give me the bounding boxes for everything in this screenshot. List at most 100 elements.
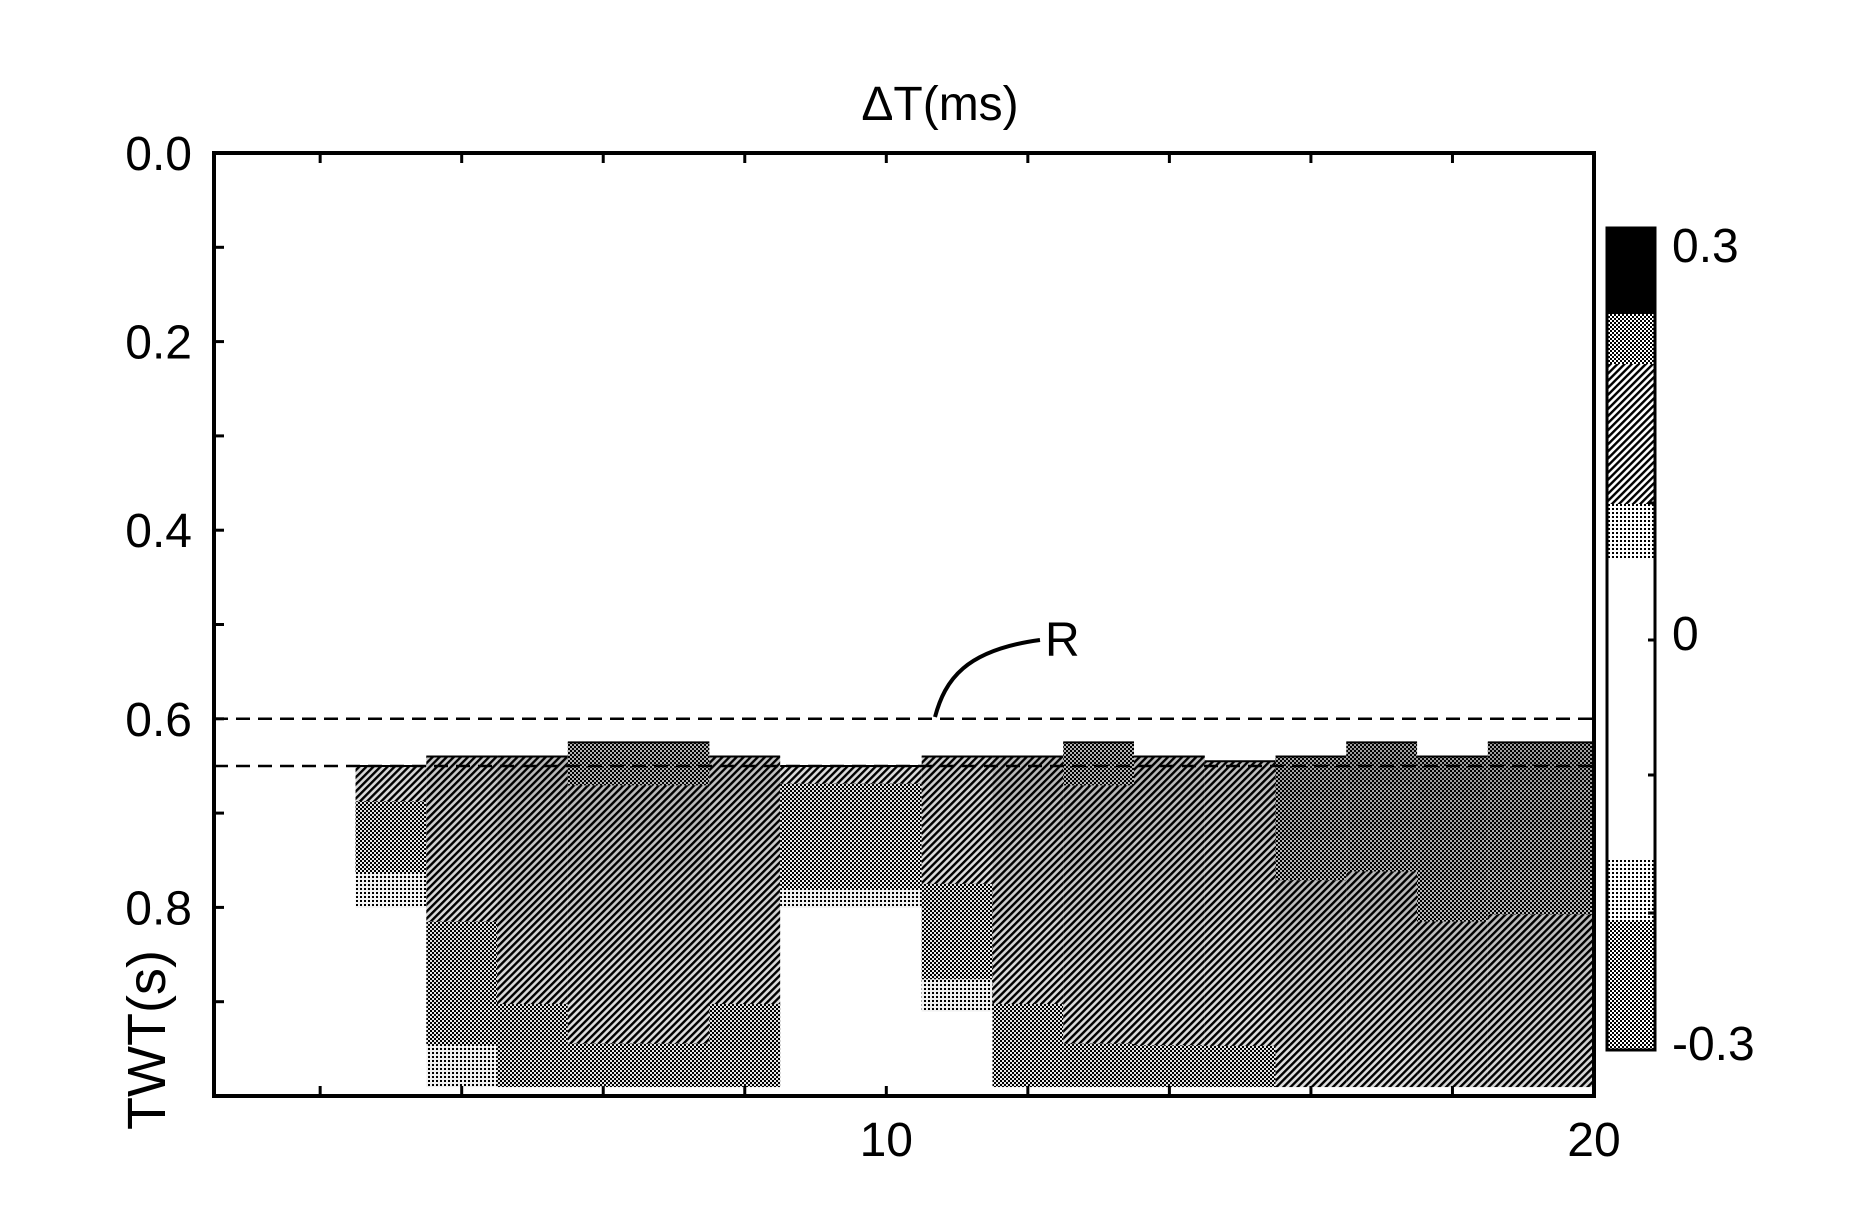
heatmap-cell-shade bbox=[497, 757, 568, 799]
heatmap-cell-shade bbox=[992, 963, 1063, 1005]
heatmap-cell-shade bbox=[922, 788, 993, 820]
heatmap-cell-shade bbox=[356, 890, 427, 908]
heatmap-cell-shade bbox=[992, 1045, 1063, 1087]
heatmap-cell-shade bbox=[1276, 880, 1347, 922]
heatmap-cell-shade bbox=[1346, 1044, 1417, 1088]
heatmap-cell-shade bbox=[1346, 742, 1417, 786]
annotation-leader-line bbox=[935, 640, 1040, 717]
heatmap-cell-shade bbox=[709, 880, 780, 922]
heatmap-cell-shade bbox=[922, 916, 993, 948]
colorbar-check-segment bbox=[1607, 314, 1655, 364]
heatmap-cell-shade bbox=[1205, 883, 1276, 924]
heatmap-cell-shade bbox=[709, 757, 780, 799]
heatmap-cell-shade bbox=[1417, 880, 1488, 922]
heatmap-cell-shade bbox=[1346, 785, 1417, 829]
heatmap-cell-shade bbox=[1063, 957, 1134, 1001]
heatmap-cell-shade bbox=[1346, 957, 1417, 1001]
heatmap-cell-shade bbox=[1063, 828, 1134, 872]
heatmap-cell-shade bbox=[497, 922, 568, 964]
heatmap-cell-shade bbox=[1063, 1044, 1134, 1088]
heatmap-cell-shade bbox=[497, 798, 568, 840]
heatmap-cell-shade bbox=[356, 801, 427, 819]
heatmap-cell-shade bbox=[1063, 742, 1134, 786]
heatmap-column bbox=[1488, 742, 1594, 1087]
heatmap-cell-shade bbox=[1417, 1004, 1488, 1046]
heatmap-cell-shade bbox=[709, 922, 780, 964]
heatmap-cell-shade bbox=[1205, 924, 1276, 965]
heatmap-cell-shade bbox=[356, 854, 427, 872]
heatmap-cell-shade bbox=[568, 871, 710, 915]
heatmap-cell-shade bbox=[780, 766, 922, 784]
colorbar-max-label: 0.3 bbox=[1672, 220, 1739, 273]
heatmap-cell-shade bbox=[1488, 871, 1594, 915]
heatmap-cell-shade bbox=[1063, 871, 1134, 915]
colorbar-min-label: -0.3 bbox=[1672, 1018, 1755, 1071]
heatmap-cell-shade bbox=[568, 785, 710, 829]
heatmap-cell-shade bbox=[1488, 1044, 1594, 1088]
heatmap-cell-shade bbox=[1134, 1004, 1205, 1046]
heatmap-columns bbox=[356, 742, 1594, 1087]
heatmap-cell-shade bbox=[356, 784, 427, 802]
heatmap-column bbox=[497, 757, 568, 1088]
colorbar-white-segment bbox=[1607, 560, 1655, 860]
heatmap-cell-shade bbox=[1488, 957, 1594, 1001]
y-tick-label: 0.0 bbox=[125, 128, 192, 181]
heatmap-cell-shade bbox=[1488, 742, 1594, 786]
x-tick-label: 20 bbox=[1567, 1114, 1620, 1167]
heatmap-cell-shade bbox=[992, 922, 1063, 964]
heatmap-column bbox=[356, 766, 427, 908]
heatmap-cell-shade bbox=[426, 839, 497, 881]
colorbar-dark-segment bbox=[1607, 228, 1655, 314]
heatmap-cell-shade bbox=[1488, 828, 1594, 872]
heatmap-cell-shade bbox=[1063, 914, 1134, 958]
y-tick-label: 0.2 bbox=[125, 317, 192, 370]
heatmap-cell-shade bbox=[568, 742, 710, 786]
heatmap-cell-shade bbox=[1346, 1001, 1417, 1045]
heatmap-cell-shade bbox=[1205, 1046, 1276, 1087]
heatmap-cell-shade bbox=[497, 1045, 568, 1087]
colorbar-mid-label: 0 bbox=[1672, 608, 1699, 661]
heatmap-cell-shade bbox=[1134, 963, 1205, 1005]
heatmap-cell-shade bbox=[1276, 839, 1347, 881]
heatmap-cell-shade bbox=[1205, 802, 1276, 843]
heatmap-cell-shade bbox=[426, 1004, 497, 1046]
heatmap-cell-shade bbox=[1276, 1004, 1347, 1046]
heatmap-cell-shade bbox=[497, 839, 568, 881]
heatmap-cell-shade bbox=[922, 852, 993, 884]
heatmap-cell-shade bbox=[1205, 1005, 1276, 1046]
heatmap-cell-shade bbox=[1488, 1001, 1594, 1045]
heatmap-cell-shade bbox=[780, 819, 922, 837]
heatmap-cell-shade bbox=[568, 828, 710, 872]
heatmap-cell-shade bbox=[1346, 914, 1417, 958]
heatmap-column bbox=[1417, 757, 1488, 1088]
heatmap-cell-shade bbox=[709, 798, 780, 840]
heatmap-cell-shade bbox=[426, 798, 497, 840]
colorbar-dot-segment bbox=[1607, 504, 1655, 560]
heatmap-cell-shade bbox=[780, 801, 922, 819]
heatmap-cell-shade bbox=[780, 784, 922, 802]
heatmap-cell-shade bbox=[780, 890, 922, 908]
heatmap-cell-shade bbox=[1417, 963, 1488, 1005]
heatmap-cell-shade bbox=[1276, 757, 1347, 799]
heatmap-cell-shade bbox=[709, 1045, 780, 1087]
heatmap-cell-shade bbox=[426, 922, 497, 964]
heatmap-cell-shade bbox=[426, 1045, 497, 1087]
heatmap-cell-shade bbox=[780, 837, 922, 855]
heatmap-cell-shade bbox=[426, 880, 497, 922]
heatmap-column bbox=[709, 757, 780, 1088]
heatmap-cell-shade bbox=[426, 963, 497, 1005]
heatmap-cell-shade bbox=[1276, 798, 1347, 840]
heatmap-cell-shade bbox=[1063, 1001, 1134, 1045]
heatmap-cell-shade bbox=[1417, 757, 1488, 799]
x-tick-label: 10 bbox=[860, 1114, 913, 1167]
heatmap-cell-shade bbox=[1276, 922, 1347, 964]
heatmap-cell-shade bbox=[780, 872, 922, 890]
annotation-r: R bbox=[935, 614, 1080, 717]
heatmap-column bbox=[1205, 761, 1276, 1087]
heatmap-cell-shade bbox=[356, 766, 427, 784]
heatmap-cell-shade bbox=[497, 880, 568, 922]
heatmap-cell-shade bbox=[1134, 839, 1205, 881]
heatmap-column bbox=[1346, 742, 1417, 1087]
heatmap-column bbox=[1134, 757, 1205, 1088]
heatmap-cell-shade bbox=[1205, 761, 1276, 802]
